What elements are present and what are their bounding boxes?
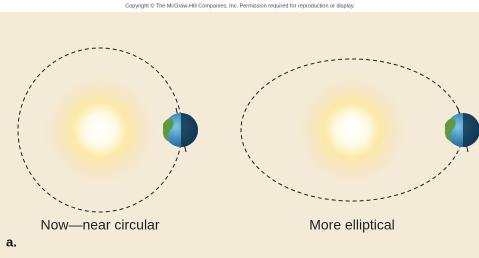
diagram: Copyright © The McGraw-Hill Companies, I… xyxy=(0,0,479,258)
sun-glow xyxy=(38,68,162,192)
orbit-label: More elliptical xyxy=(309,217,395,233)
orbit-label: Now—near circular xyxy=(40,217,159,233)
sun-glow xyxy=(290,68,414,192)
panel-label: a. xyxy=(6,234,17,249)
copyright: Copyright © The McGraw-Hill Companies, I… xyxy=(125,2,355,9)
